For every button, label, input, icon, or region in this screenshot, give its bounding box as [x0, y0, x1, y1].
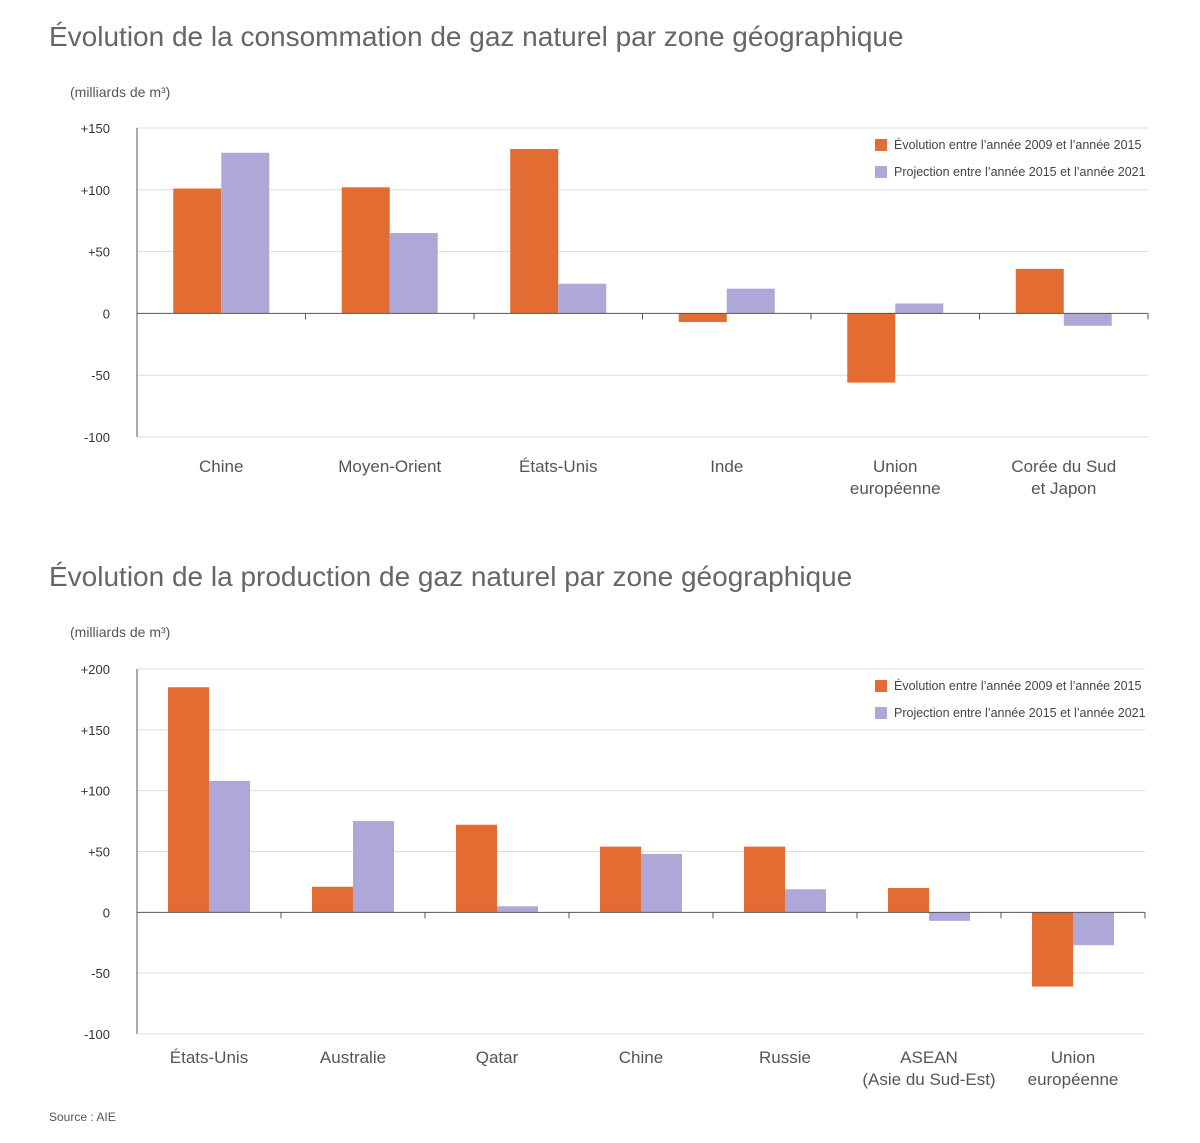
x-category-label: États-Unis	[170, 1048, 248, 1067]
bar-evolution	[510, 149, 559, 314]
bar-projection	[497, 906, 538, 913]
legend-label: Évolution entre l’année 2009 et l’année …	[894, 678, 1141, 693]
y-tick-label: 0	[103, 306, 110, 321]
bar-projection	[1063, 313, 1112, 326]
y-axis-unit: (milliards de m³)	[70, 624, 170, 640]
legend-label: Projection entre l’année 2015 et l’année…	[894, 165, 1146, 179]
x-category-label: États-Unis	[519, 457, 597, 476]
category-line: Chine	[619, 1048, 663, 1067]
y-tick-label: +150	[81, 723, 110, 738]
x-category-label: ASEAN (Asie du Sud-Est)	[862, 1048, 995, 1089]
x-category-label: Chine	[199, 457, 243, 476]
bar-projection	[785, 889, 826, 913]
category-line: Chine	[199, 457, 243, 476]
x-category-label: Moyen-Orient	[338, 457, 441, 476]
x-category-label: Chine	[619, 1048, 663, 1067]
y-tick-label: +150	[81, 121, 110, 136]
y-tick-label: +100	[81, 183, 110, 198]
legend-label: Projection entre l’année 2015 et l’année…	[894, 706, 1146, 720]
category-line: Australie	[320, 1048, 386, 1067]
legend-swatch-projection	[875, 707, 887, 719]
y-tick-label: -50	[91, 966, 110, 981]
category-line: Union	[1051, 1048, 1095, 1067]
bar-projection	[353, 821, 394, 913]
chart-title: Évolution de la consommation de gaz natu…	[49, 21, 904, 52]
legend-swatch-evolution	[875, 680, 887, 692]
bar-evolution	[888, 888, 929, 913]
category-line: Russie	[759, 1048, 811, 1067]
bar-projection	[221, 152, 270, 314]
bar-projection	[895, 303, 944, 314]
y-tick-label: -50	[91, 368, 110, 383]
bar-projection	[389, 233, 438, 314]
chart-title: Évolution de la production de gaz nature…	[49, 561, 852, 592]
y-axis-unit: (milliards de m³)	[70, 84, 170, 100]
x-category-label: Russie	[759, 1048, 811, 1067]
bar-evolution	[341, 187, 390, 314]
category-line: Qatar	[476, 1048, 519, 1067]
x-category-label: Australie	[320, 1048, 386, 1067]
bar-evolution	[600, 846, 641, 913]
y-tick-label: +50	[88, 845, 110, 860]
bar-projection	[558, 283, 607, 314]
bar-evolution	[168, 687, 209, 913]
category-line: Union	[873, 457, 917, 476]
bar-evolution	[173, 188, 222, 314]
bar-evolution	[1032, 912, 1073, 987]
y-tick-label: -100	[84, 430, 110, 445]
category-line: ASEAN	[900, 1048, 958, 1067]
y-tick-label: 0	[103, 905, 110, 920]
y-tick-label: +200	[81, 662, 110, 677]
category-line: européenne	[850, 479, 941, 498]
bar-evolution	[456, 824, 497, 913]
bar-projection	[209, 780, 250, 913]
y-tick-label: -100	[84, 1027, 110, 1042]
bar-projection	[726, 288, 775, 314]
category-line: européenne	[1028, 1070, 1119, 1089]
bar-projection	[1073, 912, 1114, 946]
x-category-label: Union européenne	[850, 457, 941, 498]
category-line: et Japon	[1031, 479, 1096, 498]
x-category-label: Qatar	[476, 1048, 519, 1067]
category-line: Corée du Sud	[1011, 457, 1116, 476]
bar-evolution	[1015, 268, 1064, 314]
x-category-label: Inde	[710, 457, 743, 476]
legend-label: Évolution entre l’année 2009 et l’année …	[894, 137, 1141, 152]
source-note: Source : AIE	[49, 1110, 116, 1124]
x-category-label: Union européenne	[1028, 1048, 1119, 1089]
y-tick-label: +100	[81, 784, 110, 799]
category-line: Moyen-Orient	[338, 457, 441, 476]
legend-swatch-projection	[875, 166, 887, 178]
legend-swatch-evolution	[875, 139, 887, 151]
y-tick-label: +50	[88, 245, 110, 260]
bar-evolution	[678, 313, 727, 323]
category-line: États-Unis	[519, 457, 597, 476]
x-category-label: Corée du Sud et Japon	[1011, 457, 1116, 498]
bar-evolution	[744, 846, 785, 913]
bar-evolution	[847, 313, 896, 383]
bar-evolution	[312, 886, 353, 913]
bar-projection	[929, 912, 970, 921]
category-line: Inde	[710, 457, 743, 476]
bar-projection	[641, 853, 682, 913]
category-line: (Asie du Sud-Est)	[862, 1070, 995, 1089]
category-line: États-Unis	[170, 1048, 248, 1067]
